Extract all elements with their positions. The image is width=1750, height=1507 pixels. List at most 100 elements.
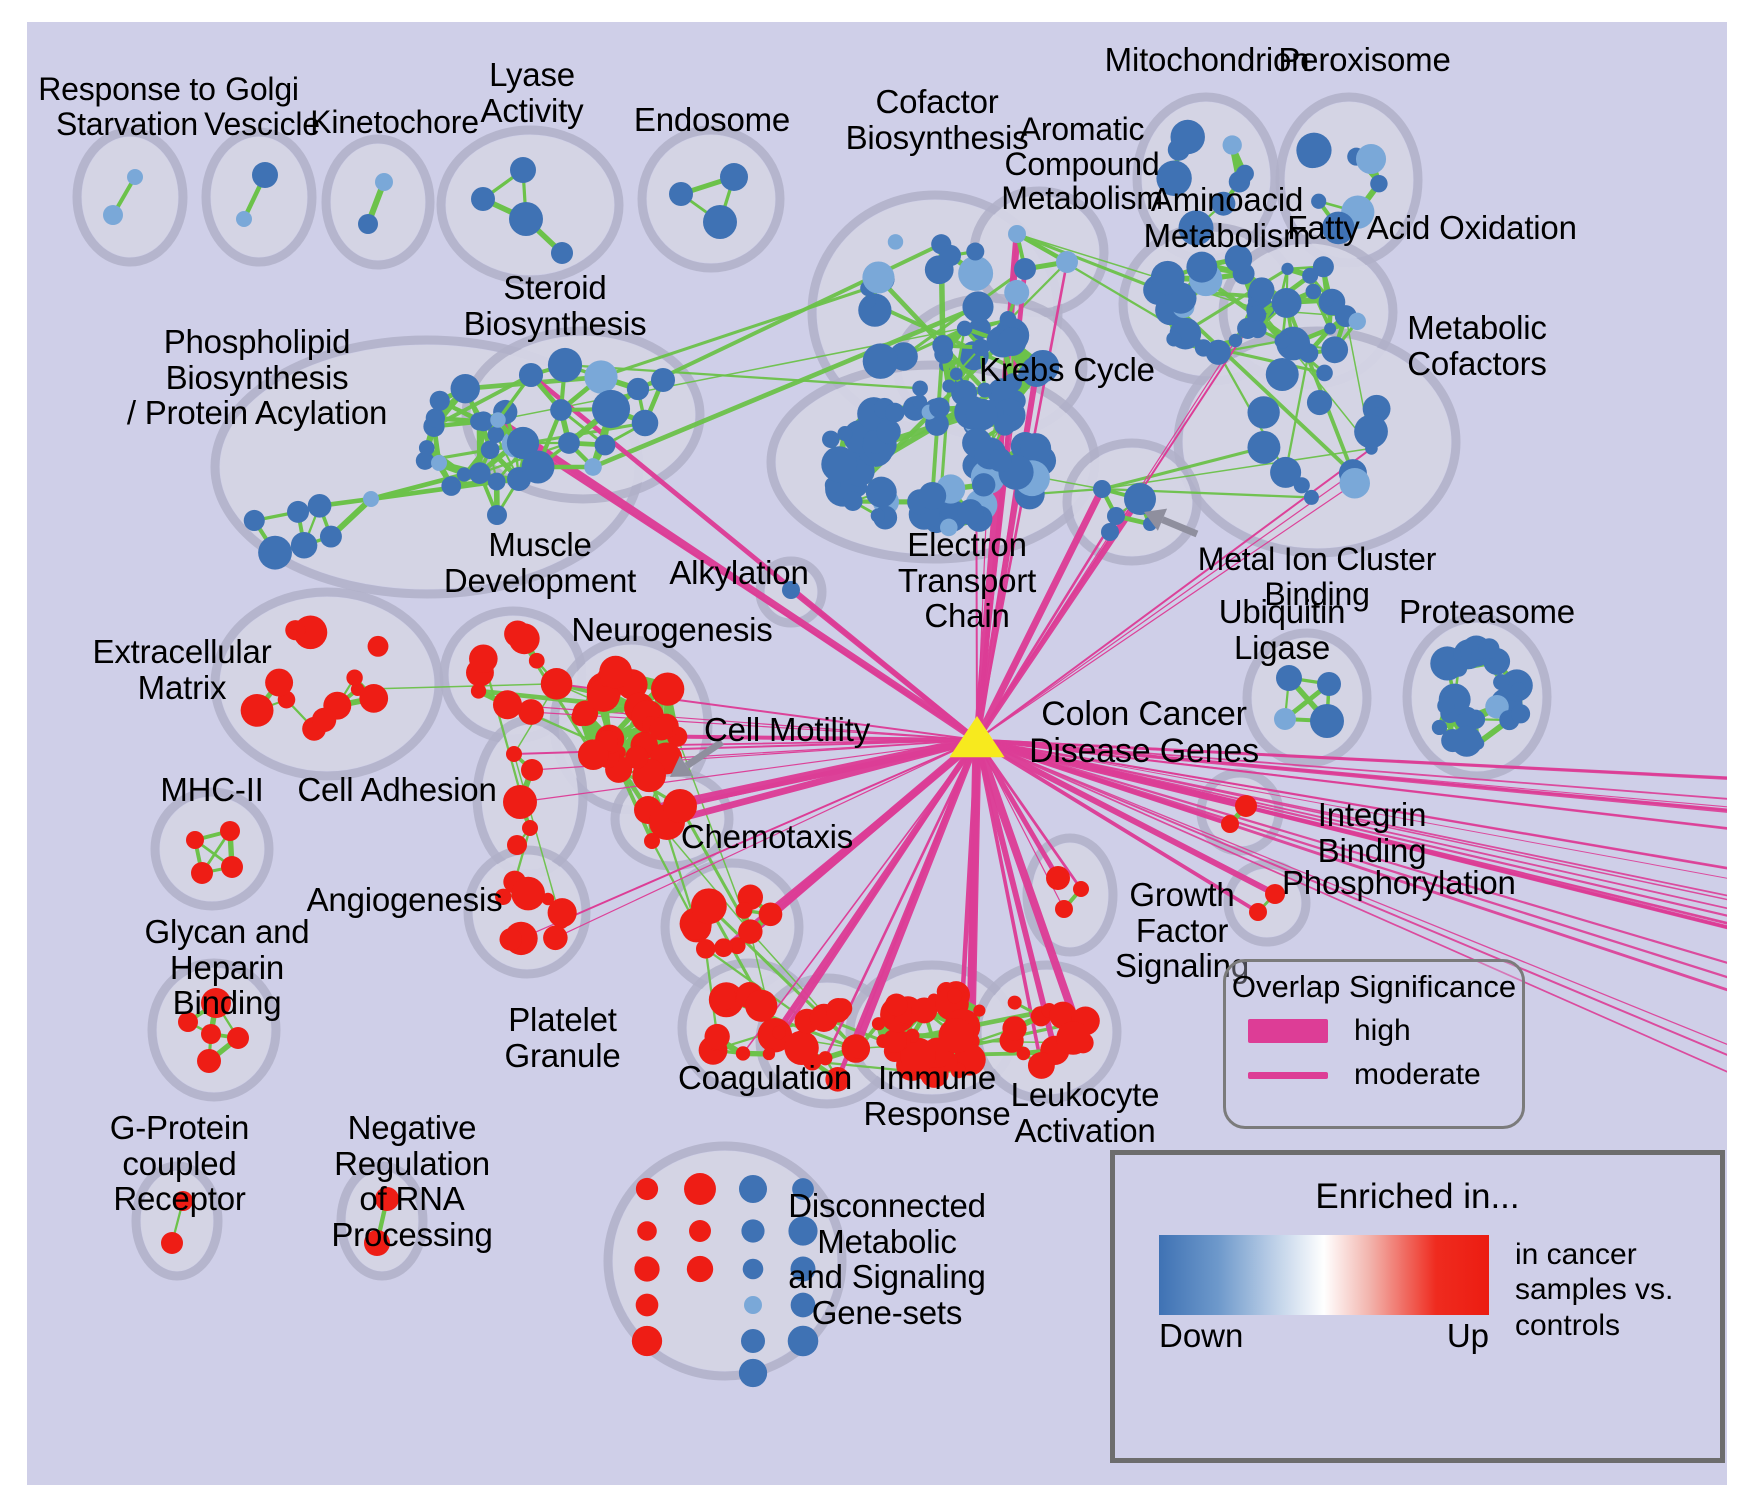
gene-set-node[interactable] [1249,277,1275,303]
gene-set-node[interactable] [872,1017,885,1030]
gene-set-node[interactable] [201,988,231,1018]
cluster-growth-factor-signaling[interactable] [1027,838,1113,952]
gene-set-node[interactable] [669,182,693,206]
gene-set-node[interactable] [1272,288,1302,318]
gene-set-node[interactable] [220,821,240,841]
gene-set-node[interactable] [1307,390,1332,415]
gene-set-node[interactable] [687,1256,713,1282]
gene-set-node[interactable] [1275,333,1291,349]
gene-set-node[interactable] [888,234,903,249]
cluster-endosome[interactable] [642,130,780,268]
gene-set-node[interactable] [1235,795,1257,817]
gene-set-node[interactable] [826,998,850,1022]
gene-set-node[interactable] [711,985,736,1010]
gene-set-node[interactable] [103,205,123,225]
gene-set-node[interactable] [940,519,958,537]
gene-set-node[interactable] [704,1024,729,1049]
gene-set-node[interactable] [518,699,544,725]
gene-set-node[interactable] [1322,295,1334,307]
gene-set-node[interactable] [431,455,447,471]
gene-set-node[interactable] [1281,263,1293,275]
gene-set-node[interactable] [1156,160,1191,195]
gene-set-node[interactable] [346,670,362,686]
gene-set-node[interactable] [375,1187,399,1211]
gene-set-node[interactable] [368,636,389,657]
gene-set-node[interactable] [627,378,649,400]
gene-set-node[interactable] [441,476,461,496]
gene-set-node[interactable] [703,205,737,239]
gene-set-node[interactable] [364,1230,390,1256]
gene-set-node[interactable] [1186,252,1217,283]
gene-set-node[interactable] [858,293,891,326]
gene-set-node[interactable] [584,360,617,393]
gene-set-node[interactable] [1316,365,1333,382]
gene-set-node[interactable] [644,833,660,849]
gene-set-node[interactable] [1166,331,1181,346]
gene-set-node[interactable] [592,390,630,428]
gene-set-node[interactable] [457,467,471,481]
gene-set-node[interactable] [837,426,852,441]
gene-set-node[interactable] [947,988,962,1003]
gene-set-node[interactable] [550,399,572,421]
gene-set-node[interactable] [741,1329,765,1353]
gene-set-node[interactable] [973,1004,985,1016]
gene-set-node[interactable] [1441,729,1464,752]
cluster-mhc-ii[interactable] [155,792,269,906]
gene-set-node[interactable] [684,1173,716,1205]
gene-set-node[interactable] [977,383,992,398]
gene-set-node[interactable] [521,759,543,781]
gene-set-node[interactable] [1511,682,1525,696]
gene-set-node[interactable] [1247,396,1279,428]
gene-set-node[interactable] [221,856,243,878]
gene-set-node[interactable] [788,1326,819,1357]
gene-set-node[interactable] [689,1220,711,1242]
gene-set-node[interactable] [1370,175,1387,192]
gene-set-node[interactable] [469,644,498,673]
gene-set-node[interactable] [510,157,536,183]
gene-set-node[interactable] [885,403,905,423]
gene-set-node[interactable] [998,327,1027,356]
gene-set-node[interactable] [957,499,983,525]
cluster-response-to-starvation[interactable] [77,132,183,262]
gene-set-node[interactable] [994,414,1015,435]
gene-set-node[interactable] [490,412,506,428]
gene-set-node[interactable] [736,1046,750,1060]
gene-set-node[interactable] [487,505,507,525]
gene-set-node[interactable] [966,399,998,431]
gene-set-node[interactable] [651,673,684,706]
gene-set-node[interactable] [741,1219,764,1242]
gene-set-node[interactable] [1225,245,1252,272]
gene-set-node[interactable] [291,532,317,558]
gene-set-node[interactable] [636,1294,659,1317]
gene-set-node[interactable] [1296,133,1331,168]
gene-set-node[interactable] [201,1024,221,1044]
gene-set-node[interactable] [782,581,800,599]
gene-set-node[interactable] [1321,336,1348,363]
gene-set-node[interactable] [1073,881,1089,897]
gene-set-node[interactable] [1450,660,1467,677]
gene-set-node[interactable] [287,501,309,523]
gene-set-node[interactable] [548,348,582,382]
gene-set-node[interactable] [469,462,491,484]
gene-set-node[interactable] [1055,900,1073,918]
gene-set-node[interactable] [227,1027,249,1049]
gene-set-node[interactable] [862,261,894,293]
gene-set-node[interactable] [736,902,753,919]
gene-set-node[interactable] [487,426,504,443]
gene-set-node[interactable] [173,1191,193,1211]
gene-set-node[interactable] [252,162,278,188]
gene-set-node[interactable] [763,1048,775,1060]
gene-set-node[interactable] [541,668,573,700]
gene-set-node[interactable] [843,492,862,511]
gene-set-node[interactable] [558,432,580,454]
gene-set-node[interactable] [940,245,961,266]
gene-set-node[interactable] [791,1293,816,1318]
gene-set-node[interactable] [821,446,857,482]
gene-set-node[interactable] [912,380,928,396]
gene-set-node[interactable] [244,510,265,531]
gene-set-node[interactable] [1249,320,1267,338]
gene-set-node[interactable] [932,335,953,356]
gene-set-node[interactable] [595,435,616,456]
gene-set-node[interactable] [745,990,777,1022]
gene-set-node[interactable] [938,1018,973,1053]
